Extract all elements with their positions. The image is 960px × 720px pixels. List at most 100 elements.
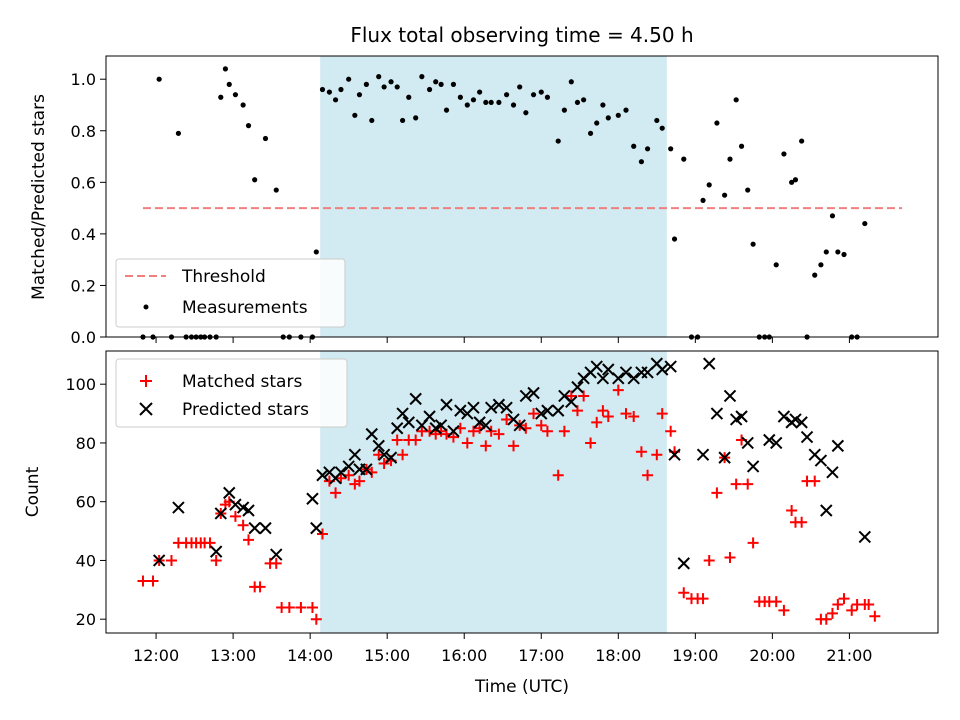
predicted-star-point: [447, 424, 460, 438]
measurement-point: [369, 117, 375, 124]
measurement-point: [438, 81, 444, 87]
measurement-point: [750, 241, 756, 247]
measurement-point: [450, 81, 457, 87]
top-axes-frame: [105, 55, 939, 338]
matched-star-point: [270, 557, 282, 569]
measurement-point: [419, 74, 425, 80]
bottom-observing-window-shade: [320, 351, 667, 633]
measurement-point: [433, 79, 439, 85]
measurement-point: [818, 262, 824, 268]
matched-star-point: [730, 478, 742, 490]
matched-star-point: [137, 575, 149, 587]
matched-star-point: [612, 384, 624, 396]
measurement-point: [829, 213, 836, 219]
predicted-star-point: [655, 363, 669, 376]
matched-star-point: [480, 440, 492, 452]
predicted-star-point: [741, 436, 754, 450]
predicted-star-point: [423, 410, 436, 423]
matched-star-point: [591, 416, 603, 428]
matched-star-point: [243, 534, 255, 546]
legend-matched-label: Matched stars: [182, 372, 302, 392]
measurement-point: [503, 92, 510, 98]
measurement-point: [594, 120, 600, 126]
measurement-point: [773, 262, 779, 268]
predicted-star-point: [723, 389, 737, 403]
measurement-point: [443, 107, 450, 113]
matched-star-point: [597, 405, 609, 417]
measurement-point: [218, 94, 224, 100]
bottom-panel: 20 40 60 80 100 12:00 13:00 14:00 15:00 16:00 17:…: [23, 350, 939, 697]
measurement-point: [555, 138, 561, 144]
matched-star-point: [353, 475, 365, 487]
matched-star-point: [635, 446, 647, 458]
measurement-point: [352, 112, 358, 118]
predicted-star-point: [484, 401, 498, 414]
measurement-point: [252, 177, 258, 183]
predicted-star-point: [590, 360, 603, 373]
measurement-point: [523, 110, 529, 116]
top-observing-window-shade: [320, 56, 667, 337]
measurement-point: [835, 249, 841, 255]
predicted-star-point: [360, 463, 373, 476]
predicted-star-point: [172, 501, 185, 514]
matched-star-point: [535, 419, 547, 431]
matched-star-point: [578, 390, 590, 402]
matched-star-point: [703, 554, 715, 566]
figure-title: Flux total observing time = 4.50 h: [350, 23, 693, 47]
bottom-y-axis-label: Count: [23, 466, 43, 517]
matched-stars-points: [137, 384, 881, 625]
matched-star-point: [869, 610, 881, 622]
matched-star-point: [838, 593, 850, 605]
x-tick-label: 17:00: [518, 646, 564, 665]
measurement-point: [338, 86, 344, 93]
predicted-star-point: [390, 422, 404, 435]
matched-star-point: [820, 613, 832, 625]
predicted-star-point: [858, 530, 872, 544]
measurement-point: [841, 251, 847, 258]
predicted-star-point: [795, 416, 808, 429]
predicted-star-point: [668, 448, 681, 461]
matched-star-point: [724, 552, 736, 564]
predicted-star-point: [619, 366, 633, 379]
matched-star-point: [565, 390, 577, 402]
measurement-point: [175, 130, 182, 136]
measurement-point: [332, 97, 339, 103]
matched-star-point: [541, 425, 553, 437]
predicted-star-point: [826, 466, 839, 479]
measurement-point: [426, 86, 433, 93]
x-tick-label: 19:00: [672, 646, 718, 665]
y-tick-label: 1.0: [71, 70, 96, 89]
matched-star-point: [335, 472, 347, 484]
top-panel: 0.0 0.2 0.4 0.6 0.8 1.0 Matched/Predicted sta…: [29, 55, 939, 347]
x-tick-label: 20:00: [749, 646, 795, 665]
predicted-star-point: [664, 360, 677, 373]
predicted-star-point: [718, 451, 731, 464]
measurement-point: [700, 197, 706, 203]
matched-star-point: [832, 599, 844, 611]
matched-star-point: [786, 505, 798, 517]
matched-star-point: [485, 425, 497, 437]
predicted-star-point: [223, 486, 236, 500]
measurement-point: [538, 89, 544, 95]
predicted-star-point: [602, 363, 615, 376]
matched-star-point: [447, 431, 459, 443]
measurement-point: [812, 272, 818, 278]
matched-star-point: [602, 411, 614, 423]
predicted-star-point: [492, 398, 506, 411]
predicted-star-point: [396, 407, 409, 420]
measurement-point: [561, 107, 567, 113]
measurement-point: [273, 187, 279, 193]
measurement-point: [600, 102, 606, 108]
measurement-point: [326, 89, 333, 95]
predicted-star-point: [334, 466, 348, 479]
matched-star-point: [493, 428, 505, 440]
measurement-point: [530, 92, 537, 98]
measurement-point: [823, 249, 829, 255]
measurement-point: [668, 146, 674, 152]
measurement-point: [517, 84, 523, 90]
predicted-star-point: [735, 410, 748, 423]
matched-star-point: [254, 581, 266, 593]
predicted-star-point: [365, 427, 378, 441]
measurement-point: [587, 130, 594, 136]
predicted-star-point: [519, 389, 533, 403]
